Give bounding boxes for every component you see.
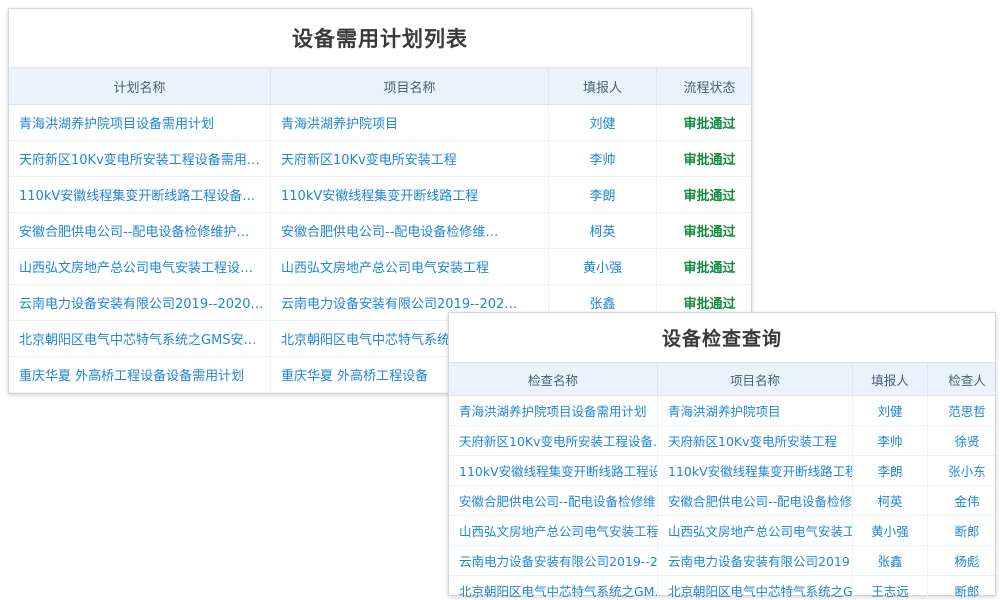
plan-cell-name[interactable]: 青海洪湖养护院项目设备需用计划: [9, 104, 271, 141]
inspect-cell-reporter: 李帅: [852, 425, 928, 456]
inspect-cell-name[interactable]: 天府新区10Kv变电所安装工程设备…: [449, 425, 658, 456]
plan-cell-reporter: 李帅: [548, 140, 657, 177]
plan-cell-project[interactable]: 天府新区10Kv变电所安装工程: [270, 140, 549, 177]
table-row[interactable]: 青海洪湖养护院项目设备需用计划 青海洪湖养护院项目 刘健 范思哲: [449, 395, 995, 426]
inspect-panel-body: 检查名称 项目名称 填报人 检查人 青海洪湖养护院项目设备需用计划 青海洪湖养护…: [449, 363, 995, 599]
inspect-cell-project[interactable]: 山西弘文房地产总公司电气安装工…: [657, 515, 853, 546]
inspect-table-body: 青海洪湖养护院项目设备需用计划 青海洪湖养护院项目 刘健 范思哲 天府新区10K…: [449, 395, 995, 599]
inspect-col-inspection-name[interactable]: 检查名称: [449, 363, 658, 396]
inspect-cell-project[interactable]: 青海洪湖养护院项目: [657, 395, 853, 426]
status-badge: 审批通过: [656, 176, 751, 213]
plan-cell-project[interactable]: 青海洪湖养护院项目: [270, 104, 549, 141]
plan-cell-reporter: 柯英: [548, 212, 657, 249]
plan-cell-name[interactable]: 山西弘文房地产总公司电气安装工程设…: [9, 248, 271, 285]
inspect-table: 检查名称 项目名称 填报人 检查人 青海洪湖养护院项目设备需用计划 青海洪湖养护…: [449, 363, 995, 599]
inspect-cell-name[interactable]: 110kV安徽线程集变开断线路工程设…: [449, 455, 658, 486]
table-row[interactable]: 110kV安徽线程集变开断线路工程设… 110kV安徽线程集变开断线路工程 李朗…: [449, 455, 995, 486]
table-row[interactable]: 山西弘文房地产总公司电气安装工程设… 山西弘文房地产总公司电气安装工程 黄小强 …: [9, 248, 751, 285]
inspect-cell-project[interactable]: 安徽合肥供电公司--配电设备检修…: [657, 485, 853, 516]
inspect-col-reporter[interactable]: 填报人: [852, 363, 928, 396]
inspect-cell-project[interactable]: 天府新区10Kv变电所安装工程: [657, 425, 853, 456]
inspect-cell-inspector: 范思哲: [927, 395, 995, 426]
plan-cell-name[interactable]: 云南电力设备安装有限公司2019--2020…: [9, 284, 271, 321]
plan-col-plan-name[interactable]: 计划名称: [9, 68, 271, 105]
inspect-cell-project[interactable]: 110kV安徽线程集变开断线路工程: [657, 455, 853, 486]
inspect-cell-reporter: 张鑫: [852, 545, 928, 576]
inspect-col-inspector[interactable]: 检查人: [927, 363, 995, 396]
status-badge: 审批通过: [656, 140, 751, 177]
inspect-cell-name[interactable]: 北京朝阳区电气中芯特气系统之GM…: [449, 575, 658, 599]
plan-table-header-row: 计划名称 项目名称 填报人 流程状态: [9, 68, 751, 105]
table-row[interactable]: 北京朝阳区电气中芯特气系统之GM… 北京朝阳区电气中芯特气系统之G 王志远 断郎: [449, 575, 995, 599]
table-row[interactable]: 天府新区10Kv变电所安装工程设备需用… 天府新区10Kv变电所安装工程 李帅 …: [9, 140, 751, 177]
inspect-cell-inspector: 金伟: [927, 485, 995, 516]
inspect-cell-name[interactable]: 云南电力设备安装有限公司2019--2…: [449, 545, 658, 576]
status-badge: 审批通过: [656, 212, 751, 249]
plan-panel-title: 设备需用计划列表: [9, 9, 751, 68]
inspect-cell-reporter: 黄小强: [852, 515, 928, 546]
inspect-cell-inspector: 张小东: [927, 455, 995, 486]
inspect-cell-project[interactable]: 北京朝阳区电气中芯特气系统之G: [657, 575, 853, 599]
inspect-cell-inspector: 断郎: [927, 515, 995, 546]
plan-cell-project[interactable]: 安徽合肥供电公司--配电设备检修维…: [270, 212, 549, 249]
inspect-panel-title: 设备检查查询: [449, 313, 995, 363]
table-row[interactable]: 云南电力设备安装有限公司2019--2… 云南电力设备安装有限公司2019 张鑫…: [449, 545, 995, 576]
inspect-col-project-name[interactable]: 项目名称: [657, 363, 853, 396]
inspect-cell-reporter: 柯英: [852, 485, 928, 516]
status-badge: 审批通过: [656, 248, 751, 285]
plan-cell-name[interactable]: 天府新区10Kv变电所安装工程设备需用…: [9, 140, 271, 177]
inspect-table-header-row: 检查名称 项目名称 填报人 检查人: [449, 363, 995, 396]
plan-cell-name[interactable]: 重庆华夏 外高桥工程设备设备需用计划: [9, 356, 271, 393]
plan-cell-project[interactable]: 山西弘文房地产总公司电气安装工程: [270, 248, 549, 285]
inspect-cell-name[interactable]: 青海洪湖养护院项目设备需用计划: [449, 395, 658, 426]
table-row[interactable]: 安徽合肥供电公司--配电设备检修维… 安徽合肥供电公司--配电设备检修… 柯英 …: [449, 485, 995, 516]
inspect-cell-reporter: 王志远: [852, 575, 928, 599]
plan-col-flow-status[interactable]: 流程状态: [656, 68, 751, 105]
plan-cell-reporter: 刘健: [548, 104, 657, 141]
table-row[interactable]: 山西弘文房地产总公司电气安装工程… 山西弘文房地产总公司电气安装工… 黄小强 断…: [449, 515, 995, 546]
inspect-cell-project[interactable]: 云南电力设备安装有限公司2019: [657, 545, 853, 576]
inspect-cell-reporter: 刘健: [852, 395, 928, 426]
plan-col-reporter[interactable]: 填报人: [548, 68, 657, 105]
inspect-cell-reporter: 李朗: [852, 455, 928, 486]
inspect-cell-inspector: 断郎: [927, 575, 995, 599]
plan-cell-reporter: 黄小强: [548, 248, 657, 285]
table-row[interactable]: 天府新区10Kv变电所安装工程设备… 天府新区10Kv变电所安装工程 李帅 徐贤: [449, 425, 995, 456]
inspect-cell-name[interactable]: 山西弘文房地产总公司电气安装工程…: [449, 515, 658, 546]
table-row[interactable]: 110kV安徽线程集变开断线路工程设备… 110kV安徽线程集变开断线路工程 李…: [9, 176, 751, 213]
plan-cell-name[interactable]: 110kV安徽线程集变开断线路工程设备…: [9, 176, 271, 213]
plan-cell-name[interactable]: 北京朝阳区电气中芯特气系统之GMS安…: [9, 320, 271, 357]
table-row[interactable]: 青海洪湖养护院项目设备需用计划 青海洪湖养护院项目 刘健 审批通过: [9, 104, 751, 141]
inspect-cell-name[interactable]: 安徽合肥供电公司--配电设备检修维…: [449, 485, 658, 516]
plan-cell-reporter: 李朗: [548, 176, 657, 213]
plan-cell-name[interactable]: 安徽合肥供电公司--配电设备检修维护…: [9, 212, 271, 249]
plan-cell-project[interactable]: 110kV安徽线程集变开断线路工程: [270, 176, 549, 213]
equipment-inspection-query-panel: 设备检查查询 检查名称 项目名称 填报人 检查人 青海洪湖养护院项目设备需用计划…: [448, 312, 996, 599]
status-badge: 审批通过: [656, 104, 751, 141]
inspect-cell-inspector: 徐贤: [927, 425, 995, 456]
plan-col-project-name[interactable]: 项目名称: [270, 68, 549, 105]
inspect-cell-inspector: 杨彪: [927, 545, 995, 576]
table-row[interactable]: 安徽合肥供电公司--配电设备检修维护… 安徽合肥供电公司--配电设备检修维… 柯…: [9, 212, 751, 249]
